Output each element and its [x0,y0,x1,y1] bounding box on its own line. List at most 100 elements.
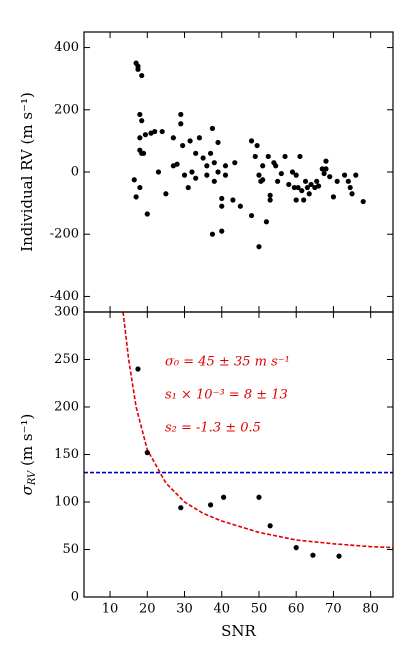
point [282,153,288,160]
point [204,163,210,169]
fit-curve [122,312,393,549]
point [219,203,225,209]
point [193,175,199,181]
x-tick-label: 70 [325,602,342,617]
y-tick-label: 0 [71,590,79,605]
point [209,125,216,132]
y-axis-label: σRV (m s⁻¹) [18,414,38,496]
point [209,231,216,237]
point [302,178,309,184]
point [304,184,310,191]
x-tick-label: 80 [362,602,379,617]
x-tick-label: 40 [213,602,230,617]
point [187,138,193,144]
point [207,150,214,156]
y-tick-label: 400 [54,40,79,55]
point [196,135,203,141]
point [144,211,150,217]
point [219,228,225,234]
point [256,494,262,500]
point [237,203,243,209]
point [323,158,329,164]
y-axis-label-part: σ [18,484,36,495]
point [347,184,353,191]
plot-area [84,312,393,559]
point [289,169,296,175]
point [152,128,158,135]
point [353,172,359,178]
y-tick-label: 200 [54,102,79,117]
point [144,450,150,456]
y-tick-label: -200 [50,227,79,242]
point [265,153,271,160]
point [178,111,184,118]
point [342,172,348,178]
point [267,523,273,529]
y-tick-label: 50 [62,542,79,557]
point [315,183,322,189]
y-tick-label: 100 [54,495,79,510]
point [137,135,143,141]
y-tick-label: 300 [54,305,79,320]
point [321,170,327,177]
point [293,197,299,203]
x-axis-label: SNR [221,622,256,640]
point [314,178,320,184]
point [319,166,325,172]
y-tick-label: 250 [54,352,79,367]
point [189,169,195,175]
point [211,160,217,166]
point [135,66,141,72]
point [256,172,262,178]
point [133,194,139,200]
point [204,172,210,178]
point [178,121,184,127]
point [139,118,145,124]
point [200,155,206,161]
point [207,502,214,508]
point [310,552,316,558]
frame [83,311,394,598]
point [260,163,266,169]
point [215,169,221,175]
point [306,191,312,197]
point [254,142,260,149]
point [299,188,305,194]
point [345,178,351,184]
y-axis-label: Individual RV (m s⁻¹) [18,92,36,252]
point [222,172,229,178]
x-tick-label: 10 [102,602,119,617]
point [263,219,270,225]
point [256,244,262,250]
point [219,195,225,202]
point [135,366,141,372]
point [291,184,297,191]
point [278,170,284,177]
point [140,150,147,156]
point [286,181,292,188]
point [163,191,169,197]
point [248,212,255,219]
point [336,553,342,559]
y-tick-label: -400 [50,289,79,304]
point [215,139,221,146]
point [221,494,227,500]
point [349,191,355,197]
x-tick-label: 30 [176,602,193,617]
point [267,197,273,203]
x-tick-label: 20 [139,602,156,617]
point [248,138,255,144]
point [131,177,137,183]
plot-area [131,60,366,250]
point [297,153,303,160]
point [327,174,333,180]
point [323,166,329,172]
point [139,72,145,79]
point [293,172,299,178]
point [137,184,143,191]
point [334,178,340,184]
point [174,161,180,167]
y-tick-label: 0 [71,165,79,180]
point [137,111,143,118]
